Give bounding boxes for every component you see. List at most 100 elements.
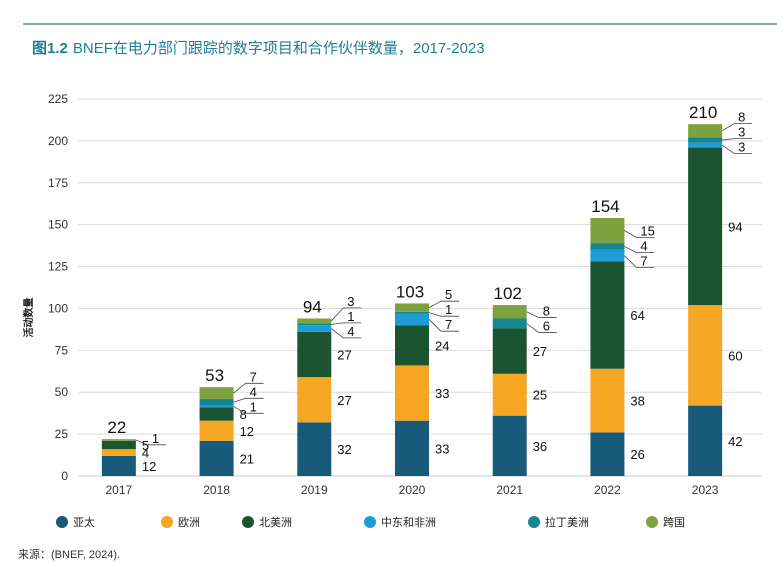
legend-label: 亚太 xyxy=(73,517,95,529)
segment-label: 4 xyxy=(142,446,149,461)
legend-swatch xyxy=(56,516,68,528)
bar-segment xyxy=(492,305,527,319)
total-label: 53 xyxy=(205,366,224,385)
legend-label: 中东和非洲 xyxy=(381,517,436,529)
chart-title: 图1.2 BNEF在电力部门跟踪的数字项目和合作伙伴数量，2017-2023 xyxy=(32,37,485,58)
leader-line xyxy=(624,246,637,253)
bar-segment xyxy=(297,325,332,332)
bar-segment xyxy=(395,325,429,366)
leader-line xyxy=(624,230,637,238)
segment-label: 24 xyxy=(435,338,449,353)
bar-segment xyxy=(199,405,234,408)
x-tick-label: 2019 xyxy=(301,483,328,497)
segment-label: 64 xyxy=(630,308,644,323)
y-tick-label: 100 xyxy=(48,301,68,315)
leader-line xyxy=(331,322,344,325)
segment-label: 32 xyxy=(337,442,351,457)
segment-label: 7 xyxy=(445,317,452,332)
legend-label: 北美洲 xyxy=(259,517,292,529)
legend-swatch xyxy=(242,516,254,528)
bar-segment xyxy=(199,387,234,399)
x-tick-label: 2018 xyxy=(203,483,230,497)
segment-label: 5 xyxy=(142,438,149,453)
segment-label: 15 xyxy=(640,224,654,239)
legend-item: 欧洲 xyxy=(161,514,200,530)
leader-line xyxy=(233,382,246,394)
leader-line xyxy=(721,144,735,154)
bar-segment xyxy=(492,328,527,374)
segment-label: 7 xyxy=(250,369,257,384)
bar-segment xyxy=(297,422,332,476)
legend-swatch xyxy=(646,516,658,528)
bar-segment xyxy=(199,420,234,441)
y-tick-label: 0 xyxy=(61,469,68,483)
legend-label: 拉丁美洲 xyxy=(545,517,589,529)
segment-label: 38 xyxy=(630,394,644,409)
segment-label: 1 xyxy=(250,399,257,414)
segment-label: 4 xyxy=(640,239,647,254)
x-tick-label: 2021 xyxy=(496,483,523,497)
leader-line xyxy=(428,300,442,308)
bar-segment xyxy=(590,432,625,476)
legend-label: 欧洲 xyxy=(178,517,200,529)
y-tick-label: 175 xyxy=(48,176,68,190)
legend-swatch xyxy=(161,516,173,528)
source-note: 来源：(BNEF, 2024). xyxy=(18,549,121,561)
total-label: 210 xyxy=(689,103,717,122)
bar-segment xyxy=(590,217,625,244)
bar-segment xyxy=(492,318,527,329)
segment-label: 26 xyxy=(630,447,644,462)
leader-line xyxy=(526,323,539,333)
segment-label: 8 xyxy=(738,110,745,125)
segment-label: 7 xyxy=(640,254,647,269)
bar-segment xyxy=(688,142,723,148)
bar-segment xyxy=(688,405,723,476)
y-tick-label: 200 xyxy=(48,134,68,148)
bar-segment xyxy=(492,415,527,476)
segment-label: 27 xyxy=(337,393,351,408)
leader-line xyxy=(135,439,149,446)
segment-label: 1 xyxy=(152,431,159,446)
segment-label: 5 xyxy=(445,287,452,302)
bar-segment xyxy=(101,440,136,450)
segment-label: 3 xyxy=(738,125,745,140)
y-axis-label: 活动数量 xyxy=(22,298,35,338)
y-tick-label: 25 xyxy=(55,427,69,441)
legend-item: 跨国 xyxy=(646,514,685,530)
segment-label: 3 xyxy=(347,294,354,309)
y-tick-label: 50 xyxy=(55,385,69,399)
bar-segment xyxy=(395,303,429,312)
bar-segment xyxy=(395,311,429,314)
segment-label: 12 xyxy=(240,424,254,439)
bar-segment xyxy=(199,398,234,406)
bar-segment xyxy=(101,439,136,441)
segment-label: 1 xyxy=(445,302,452,317)
segment-label: 36 xyxy=(533,439,547,454)
title-text: BNEF在电力部门跟踪的数字项目和合作伙伴数量，2017-2023 xyxy=(72,40,485,57)
segment-label: 6 xyxy=(543,319,550,334)
bar-segment xyxy=(199,407,234,421)
y-tick-label: 75 xyxy=(55,343,69,357)
segment-label: 33 xyxy=(435,441,449,456)
segment-label: 4 xyxy=(250,384,257,399)
y-tick-label: 150 xyxy=(48,218,68,232)
segment-label: 1 xyxy=(347,309,354,324)
segment-label: 8 xyxy=(543,304,550,319)
bar-segment xyxy=(297,377,332,423)
bar-segment xyxy=(101,449,136,456)
legend-swatch xyxy=(364,516,376,528)
segment-label: 33 xyxy=(435,386,449,401)
bar-segment xyxy=(590,243,625,250)
bar-segment xyxy=(688,305,723,406)
segment-label: 27 xyxy=(533,344,547,359)
segment-label: 8 xyxy=(240,407,247,422)
segment-label: 21 xyxy=(240,451,254,466)
legend-item: 中东和非洲 xyxy=(364,514,436,530)
legend-label: 跨国 xyxy=(663,517,685,529)
segment-label: 4 xyxy=(347,324,354,339)
leader-line xyxy=(330,307,344,322)
legend: 亚太 欧洲 北美洲 中东和非洲 拉丁美洲 跨国 xyxy=(0,514,777,532)
total-label: 103 xyxy=(396,282,424,301)
bar-segment xyxy=(395,420,429,476)
leader-line xyxy=(428,312,442,317)
